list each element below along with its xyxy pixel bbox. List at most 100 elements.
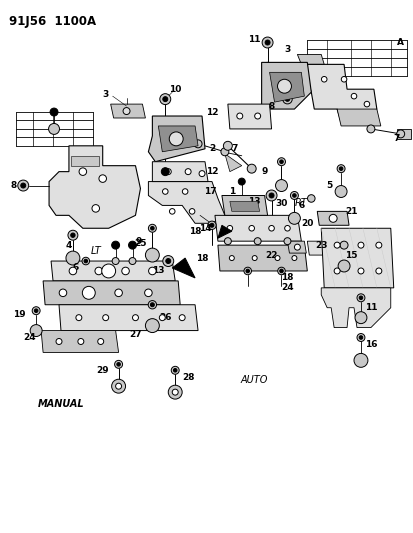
Polygon shape bbox=[306, 64, 376, 122]
Circle shape bbox=[162, 96, 167, 102]
Circle shape bbox=[356, 294, 364, 302]
Circle shape bbox=[199, 171, 204, 176]
Circle shape bbox=[354, 312, 366, 324]
Circle shape bbox=[357, 242, 363, 248]
Circle shape bbox=[182, 189, 188, 195]
Circle shape bbox=[169, 132, 183, 146]
Text: 1: 1 bbox=[228, 187, 235, 196]
Circle shape bbox=[169, 208, 175, 214]
Circle shape bbox=[112, 241, 119, 249]
Circle shape bbox=[185, 168, 191, 175]
Circle shape bbox=[283, 238, 290, 245]
Polygon shape bbox=[297, 54, 323, 64]
Circle shape bbox=[277, 267, 285, 274]
Text: 19: 19 bbox=[13, 310, 26, 319]
Circle shape bbox=[50, 108, 58, 116]
Circle shape bbox=[248, 225, 254, 231]
Circle shape bbox=[162, 189, 168, 195]
Circle shape bbox=[320, 76, 326, 82]
Circle shape bbox=[339, 167, 342, 171]
Text: 17: 17 bbox=[203, 187, 216, 196]
Polygon shape bbox=[217, 225, 231, 238]
Circle shape bbox=[71, 233, 75, 237]
Text: 21: 21 bbox=[344, 207, 356, 216]
Text: 7: 7 bbox=[231, 144, 237, 154]
Text: 6: 6 bbox=[297, 201, 304, 210]
Text: 26: 26 bbox=[159, 313, 171, 322]
Circle shape bbox=[266, 190, 276, 201]
Circle shape bbox=[238, 178, 244, 185]
Circle shape bbox=[68, 230, 78, 240]
Circle shape bbox=[66, 251, 80, 265]
Polygon shape bbox=[261, 221, 287, 235]
Text: 18: 18 bbox=[188, 227, 201, 236]
Text: 8: 8 bbox=[10, 181, 17, 190]
Circle shape bbox=[56, 338, 62, 344]
Circle shape bbox=[128, 241, 136, 249]
Circle shape bbox=[307, 195, 314, 202]
Circle shape bbox=[366, 125, 374, 133]
Text: 13: 13 bbox=[152, 266, 164, 276]
Text: 9: 9 bbox=[261, 167, 267, 176]
Circle shape bbox=[132, 314, 138, 321]
Polygon shape bbox=[269, 72, 304, 102]
Circle shape bbox=[129, 257, 135, 264]
Circle shape bbox=[92, 205, 99, 212]
Circle shape bbox=[363, 101, 369, 107]
Circle shape bbox=[279, 269, 282, 273]
Circle shape bbox=[333, 268, 339, 274]
Circle shape bbox=[99, 175, 106, 182]
Text: 25: 25 bbox=[134, 239, 146, 248]
Circle shape bbox=[226, 225, 232, 231]
Circle shape bbox=[264, 40, 269, 45]
Circle shape bbox=[165, 259, 170, 263]
Circle shape bbox=[159, 314, 165, 321]
Text: 30: 30 bbox=[275, 199, 287, 208]
Circle shape bbox=[194, 140, 202, 148]
Polygon shape bbox=[396, 129, 410, 139]
Text: 24: 24 bbox=[280, 284, 293, 293]
Circle shape bbox=[288, 212, 300, 224]
Circle shape bbox=[69, 267, 76, 274]
Polygon shape bbox=[227, 104, 271, 129]
Circle shape bbox=[112, 379, 125, 393]
Circle shape bbox=[223, 141, 232, 150]
Text: 4: 4 bbox=[66, 240, 72, 249]
Text: 13: 13 bbox=[248, 197, 260, 206]
Circle shape bbox=[290, 191, 298, 199]
Circle shape bbox=[116, 362, 120, 366]
Circle shape bbox=[144, 289, 152, 296]
Circle shape bbox=[236, 113, 242, 119]
Polygon shape bbox=[320, 228, 393, 288]
Circle shape bbox=[229, 256, 234, 261]
Circle shape bbox=[145, 248, 159, 262]
Circle shape bbox=[168, 385, 182, 399]
Circle shape bbox=[114, 360, 122, 368]
Text: 12: 12 bbox=[205, 167, 218, 176]
Polygon shape bbox=[221, 196, 267, 215]
Polygon shape bbox=[41, 330, 118, 352]
Circle shape bbox=[353, 353, 367, 367]
Text: A: A bbox=[396, 38, 403, 47]
Circle shape bbox=[252, 256, 256, 261]
Circle shape bbox=[34, 309, 38, 312]
Text: 11: 11 bbox=[364, 303, 376, 312]
Text: 15: 15 bbox=[344, 251, 356, 260]
Polygon shape bbox=[214, 215, 301, 241]
Circle shape bbox=[179, 314, 185, 321]
Circle shape bbox=[87, 289, 94, 296]
Text: 16: 16 bbox=[364, 340, 376, 349]
Circle shape bbox=[261, 37, 273, 48]
Circle shape bbox=[148, 267, 156, 274]
Circle shape bbox=[115, 383, 121, 389]
Circle shape bbox=[340, 76, 346, 82]
Circle shape bbox=[30, 325, 42, 336]
Text: 2: 2 bbox=[208, 144, 215, 154]
Circle shape bbox=[112, 257, 119, 264]
Text: 23: 23 bbox=[314, 240, 327, 249]
Circle shape bbox=[76, 314, 82, 321]
Circle shape bbox=[277, 158, 285, 166]
Circle shape bbox=[279, 160, 282, 164]
Text: RT: RT bbox=[294, 198, 307, 208]
Circle shape bbox=[254, 238, 261, 245]
